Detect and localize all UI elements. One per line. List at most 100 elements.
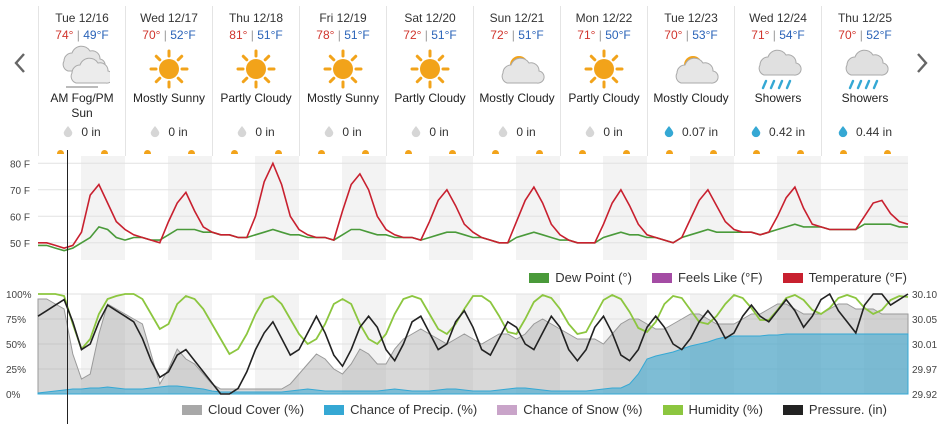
day-card[interactable]: Sun 12/21 72° | 51°F Mostly Cloudy 0 in bbox=[473, 6, 560, 156]
day-date: Sun 12/21 bbox=[489, 11, 545, 25]
legend-label: Temperature (°F) bbox=[808, 270, 907, 285]
sun-cloud-icon bbox=[663, 43, 719, 91]
legend-label: Feels Like (°F) bbox=[677, 270, 763, 285]
sunrise-icon bbox=[144, 150, 151, 154]
day-condition: Mostly Cloudy bbox=[479, 91, 555, 105]
chance-precip-area bbox=[37, 333, 909, 395]
day-temps: 70° | 52°F bbox=[142, 28, 196, 42]
day-card[interactable]: Fri 12/19 78° | 51°F Mostly Sunny 0 in bbox=[299, 6, 386, 156]
high-temp: 78° bbox=[316, 28, 335, 42]
sunrise-icon bbox=[57, 150, 64, 154]
high-temp: 81° bbox=[229, 28, 248, 42]
legend-swatch bbox=[324, 404, 345, 415]
day-condition: Showers bbox=[841, 91, 889, 105]
sunset-icon bbox=[362, 150, 369, 154]
rain-cloud-icon bbox=[837, 43, 893, 91]
fog-cloud-icon bbox=[54, 43, 110, 91]
legend-label: Chance of Precip. (%) bbox=[350, 402, 478, 417]
temperature-legend-item[interactable]: Feels Like (°F) bbox=[651, 270, 763, 285]
precip-amount: 0 in bbox=[168, 125, 188, 139]
sun-icon bbox=[315, 43, 371, 91]
legend-label: Cloud Cover (%) bbox=[208, 402, 305, 417]
precip-legend-item[interactable]: Chance of Precip. (%) bbox=[324, 402, 477, 417]
temperature-legend-item[interactable]: Dew Point (°) bbox=[529, 270, 632, 285]
sun-icon bbox=[402, 43, 458, 91]
day-temps: 81° | 51°F bbox=[229, 28, 283, 42]
precip-amount: 0 in bbox=[81, 125, 101, 139]
sunrise-icon bbox=[405, 150, 412, 154]
day-date: Sat 12/20 bbox=[404, 11, 456, 25]
temperature-chart: 80 F 70 F 60 F 50 F bbox=[10, 156, 909, 260]
precip-legend-item[interactable]: Humidity (%) bbox=[662, 402, 763, 417]
sunrise-icon bbox=[579, 150, 586, 154]
legend-label: Dew Point (°) bbox=[555, 270, 632, 285]
day-precip: 0.44 in bbox=[822, 123, 908, 141]
sunrise-icon bbox=[840, 150, 847, 154]
day-card[interactable]: Sat 12/20 72° | 51°F Partly Cloudy 0 in bbox=[386, 6, 473, 156]
precip-legend-item[interactable]: Pressure. (in) bbox=[782, 402, 887, 417]
precip-amount: 0 in bbox=[516, 125, 536, 139]
precip-legend-item[interactable]: Cloud Cover (%) bbox=[182, 402, 304, 417]
day-condition: Mostly Sunny bbox=[306, 91, 380, 105]
day-date: Tue 12/16 bbox=[55, 11, 109, 25]
precip-amount: 0.44 in bbox=[855, 125, 893, 139]
dry-drop-icon bbox=[151, 126, 160, 138]
day-card[interactable]: Thu 12/18 81° | 51°F Partly Cloudy 0 in bbox=[212, 6, 299, 156]
y-tick-label: 60 F bbox=[10, 212, 30, 223]
day-precip: 0.42 in bbox=[735, 123, 821, 141]
legend-label: Pressure. (in) bbox=[808, 402, 887, 417]
day-precip: 0 in bbox=[126, 123, 212, 141]
sunset-icon bbox=[101, 150, 108, 154]
night-band bbox=[690, 156, 734, 260]
low-temp: 49°F bbox=[83, 28, 109, 42]
day-card[interactable]: Wed 12/17 70° | 52°F Mostly Sunny 0 in bbox=[125, 6, 212, 156]
day-card[interactable]: Tue 12/23 70° | 53°F Mostly Cloudy 0.07 … bbox=[647, 6, 734, 156]
time-cursor-line[interactable] bbox=[67, 150, 68, 424]
precip-legend-item[interactable]: Chance of Snow (%) bbox=[497, 402, 643, 417]
sunrise-icon bbox=[492, 150, 499, 154]
sunrise-icon bbox=[666, 150, 673, 154]
legend-swatch bbox=[782, 404, 803, 415]
temperature-legend-item[interactable]: Temperature (°F) bbox=[782, 270, 907, 285]
precip-amount: 0 in bbox=[255, 125, 275, 139]
sunrise-sunset-markers bbox=[39, 150, 125, 156]
humidity-precip-chart: 100% 30.10 75% 30.05 50% 30.01 25% 29.97 0% 29.92 bbox=[6, 290, 937, 401]
day-card[interactable]: Tue 12/16 74° | 49°F AM Fog/PM Sun 0 in bbox=[38, 6, 125, 156]
day-temps: 70° | 53°F bbox=[664, 28, 718, 42]
y-tick-left: 25% bbox=[6, 365, 26, 376]
rain-drop-icon bbox=[751, 126, 761, 138]
chevron-right-icon bbox=[917, 53, 928, 73]
y-tick-left: 50% bbox=[6, 340, 26, 351]
legend-label: Chance of Snow (%) bbox=[523, 402, 643, 417]
night-band bbox=[777, 156, 821, 260]
precip-amount: 0 in bbox=[342, 125, 362, 139]
dry-drop-icon bbox=[412, 126, 421, 138]
sunset-icon bbox=[188, 150, 195, 154]
day-temps: 70° | 52°F bbox=[838, 28, 892, 42]
dry-drop-icon bbox=[586, 126, 595, 138]
low-temp: 53°F bbox=[692, 28, 718, 42]
day-date: Fri 12/19 bbox=[319, 11, 367, 25]
precip-amount: 0 in bbox=[429, 125, 449, 139]
temperature-legend: Dew Point (°) Feels Like (°F) Temperature … bbox=[529, 270, 907, 285]
day-condition: Partly Cloudy bbox=[568, 91, 640, 105]
day-precip: 0 in bbox=[213, 123, 299, 141]
legend-swatch bbox=[497, 404, 518, 415]
legend-swatch bbox=[182, 404, 202, 415]
day-precip: 0 in bbox=[474, 123, 560, 141]
pressure-line bbox=[37, 292, 909, 395]
sunrise-sunset-markers bbox=[648, 150, 734, 156]
legend-label: Humidity (%) bbox=[688, 402, 763, 417]
low-temp: 50°F bbox=[605, 28, 631, 42]
low-temp: 51°F bbox=[344, 28, 370, 42]
day-date: Tue 12/23 bbox=[664, 11, 718, 25]
next-days-button[interactable] bbox=[912, 48, 932, 78]
sunrise-icon bbox=[753, 150, 760, 154]
previous-days-button[interactable] bbox=[10, 48, 30, 78]
day-card[interactable]: Mon 12/22 71° | 50°F Partly Cloudy 0 in bbox=[560, 6, 647, 156]
day-card[interactable]: Thu 12/25 70° | 52°F Showers 0.44 in bbox=[821, 6, 908, 156]
day-card[interactable]: Wed 12/24 71° | 54°F Showers 0.42 in bbox=[734, 6, 821, 156]
high-temp: 72° bbox=[490, 28, 509, 42]
sun-icon bbox=[141, 43, 197, 91]
sun-cloud-icon bbox=[489, 43, 545, 91]
